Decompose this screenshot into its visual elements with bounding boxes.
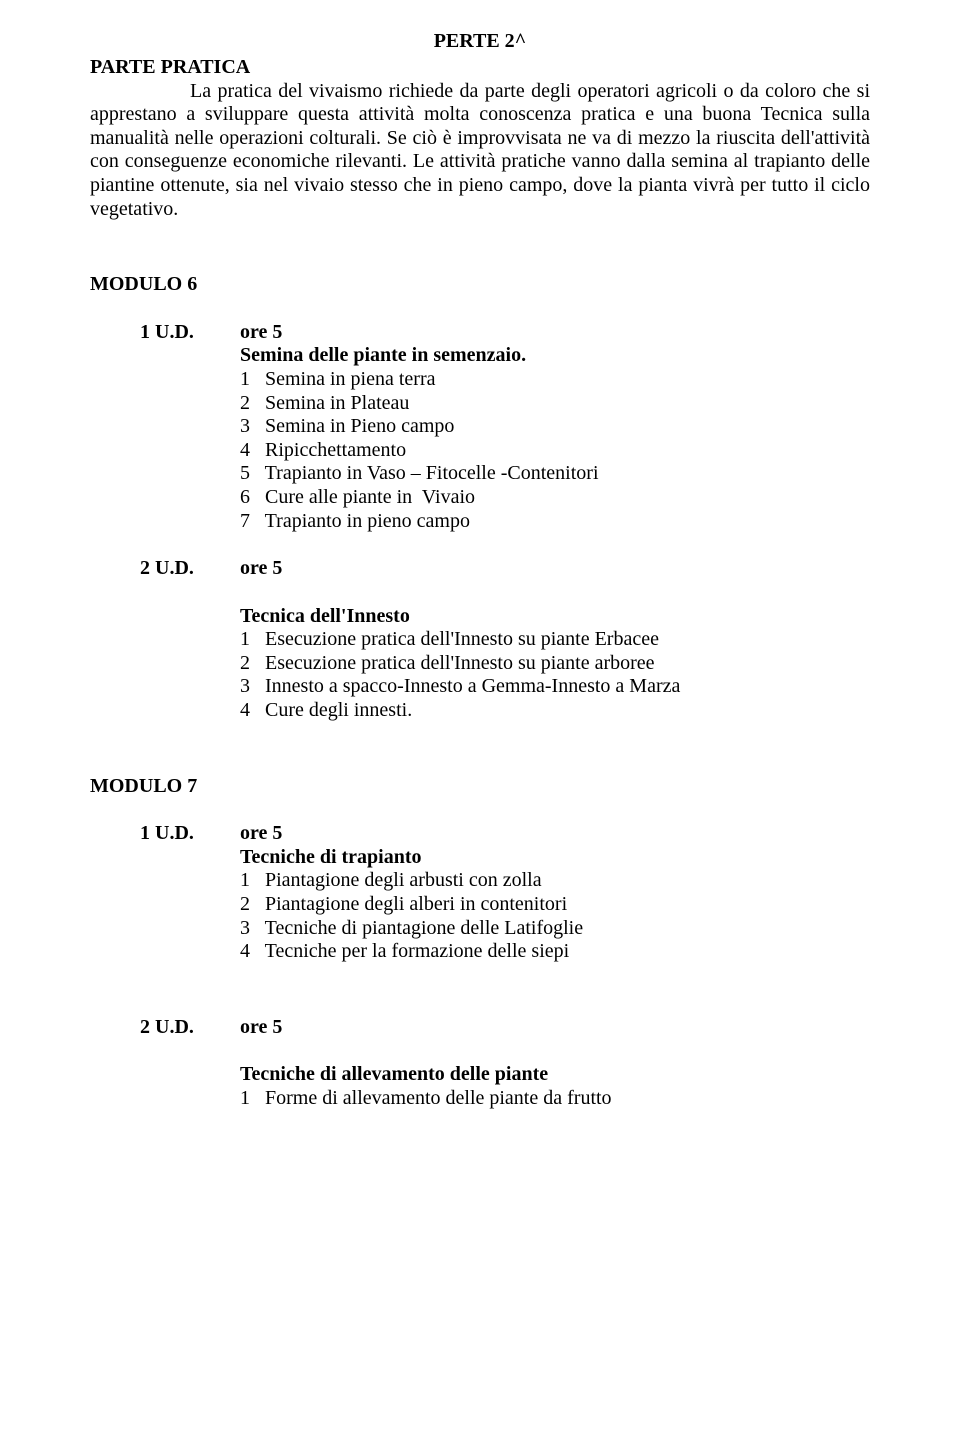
list-item: 2 Piantagione degli alberi in contenitor…	[240, 893, 870, 917]
ud-label: 2 U.D.	[140, 1016, 240, 1040]
ud-content: Tecniche di trapianto 1 Piantagione degl…	[240, 846, 870, 964]
list-item: 3 Tecniche di piantagione delle Latifogl…	[240, 917, 870, 941]
list-item: 3 Semina in Pieno campo	[240, 415, 870, 439]
ud-label: 2 U.D.	[140, 557, 240, 581]
list-item: 4 Cure degli innesti.	[240, 699, 870, 723]
ud-hours: ore 5	[240, 1016, 282, 1040]
list-item: 3 Innesto a spacco-Innesto a Gemma-Innes…	[240, 675, 870, 699]
spacer	[240, 1039, 870, 1063]
module-6-ud2: 2 U.D. ore 5 Tecnica dell'Innesto 1 Esec…	[140, 557, 870, 723]
ud-label: 1 U.D.	[140, 822, 240, 846]
ud-title: Tecniche di trapianto	[240, 846, 870, 870]
ud-title: Tecnica dell'Innesto	[240, 605, 870, 629]
list-item: 2 Esecuzione pratica dell'Innesto su pia…	[240, 652, 870, 676]
module-7-ud1: 1 U.D. ore 5 Tecniche di trapianto 1 Pia…	[140, 822, 870, 964]
spacer	[90, 988, 870, 1016]
ud-row: 2 U.D. ore 5	[140, 1016, 870, 1040]
list-item: 5 Trapianto in Vaso – Fitocelle -Conteni…	[240, 462, 870, 486]
center-title: PERTE 2^	[90, 30, 870, 54]
header-row: PERTE 2^	[90, 30, 870, 56]
ud-hours: ore 5	[240, 822, 282, 846]
ud-row: 1 U.D. ore 5	[140, 321, 870, 345]
list-item: 1 Semina in piena terra	[240, 368, 870, 392]
ud-content: Tecniche di allevamento delle piante 1 F…	[240, 1039, 870, 1110]
ud-row: 1 U.D. ore 5	[140, 822, 870, 846]
ud-row: 2 U.D. ore 5	[140, 557, 870, 581]
intro-paragraph: La pratica del vivaismo richiede da part…	[90, 80, 870, 222]
spacer	[240, 581, 870, 605]
module-6-heading: MODULO 6	[90, 273, 870, 297]
ud-content: Tecnica dell'Innesto 1 Esecuzione pratic…	[240, 581, 870, 723]
ud-label: 1 U.D.	[140, 321, 240, 345]
ud-content: Semina delle piante in semenzaio. 1 Semi…	[240, 344, 870, 533]
ud-title: Semina delle piante in semenzaio.	[240, 344, 870, 368]
list-item: 1 Forme di allevamento delle piante da f…	[240, 1087, 870, 1111]
ud-hours: ore 5	[240, 557, 282, 581]
list-item: 4 Ripicchettamento	[240, 439, 870, 463]
list-item: 7 Trapianto in pieno campo	[240, 510, 870, 534]
ud-hours: ore 5	[240, 321, 282, 345]
ud-title: Tecniche di allevamento delle piante	[240, 1063, 870, 1087]
list-item: 6 Cure alle piante in Vivaio	[240, 486, 870, 510]
module-7-ud2: 2 U.D. ore 5 Tecniche di allevamento del…	[140, 1016, 870, 1111]
document-page: PERTE 2^ PARTE PRATICA La pratica del vi…	[0, 0, 960, 1436]
list-item: 2 Semina in Plateau	[240, 392, 870, 416]
list-item: 4 Tecniche per la formazione delle siepi	[240, 940, 870, 964]
module-7-heading: MODULO 7	[90, 775, 870, 799]
list-item: 1 Esecuzione pratica dell'Innesto su pia…	[240, 628, 870, 652]
left-title: PARTE PRATICA	[90, 56, 870, 80]
list-item: 1 Piantagione degli arbusti con zolla	[240, 869, 870, 893]
module-6-ud1: 1 U.D. ore 5 Semina delle piante in seme…	[140, 321, 870, 533]
